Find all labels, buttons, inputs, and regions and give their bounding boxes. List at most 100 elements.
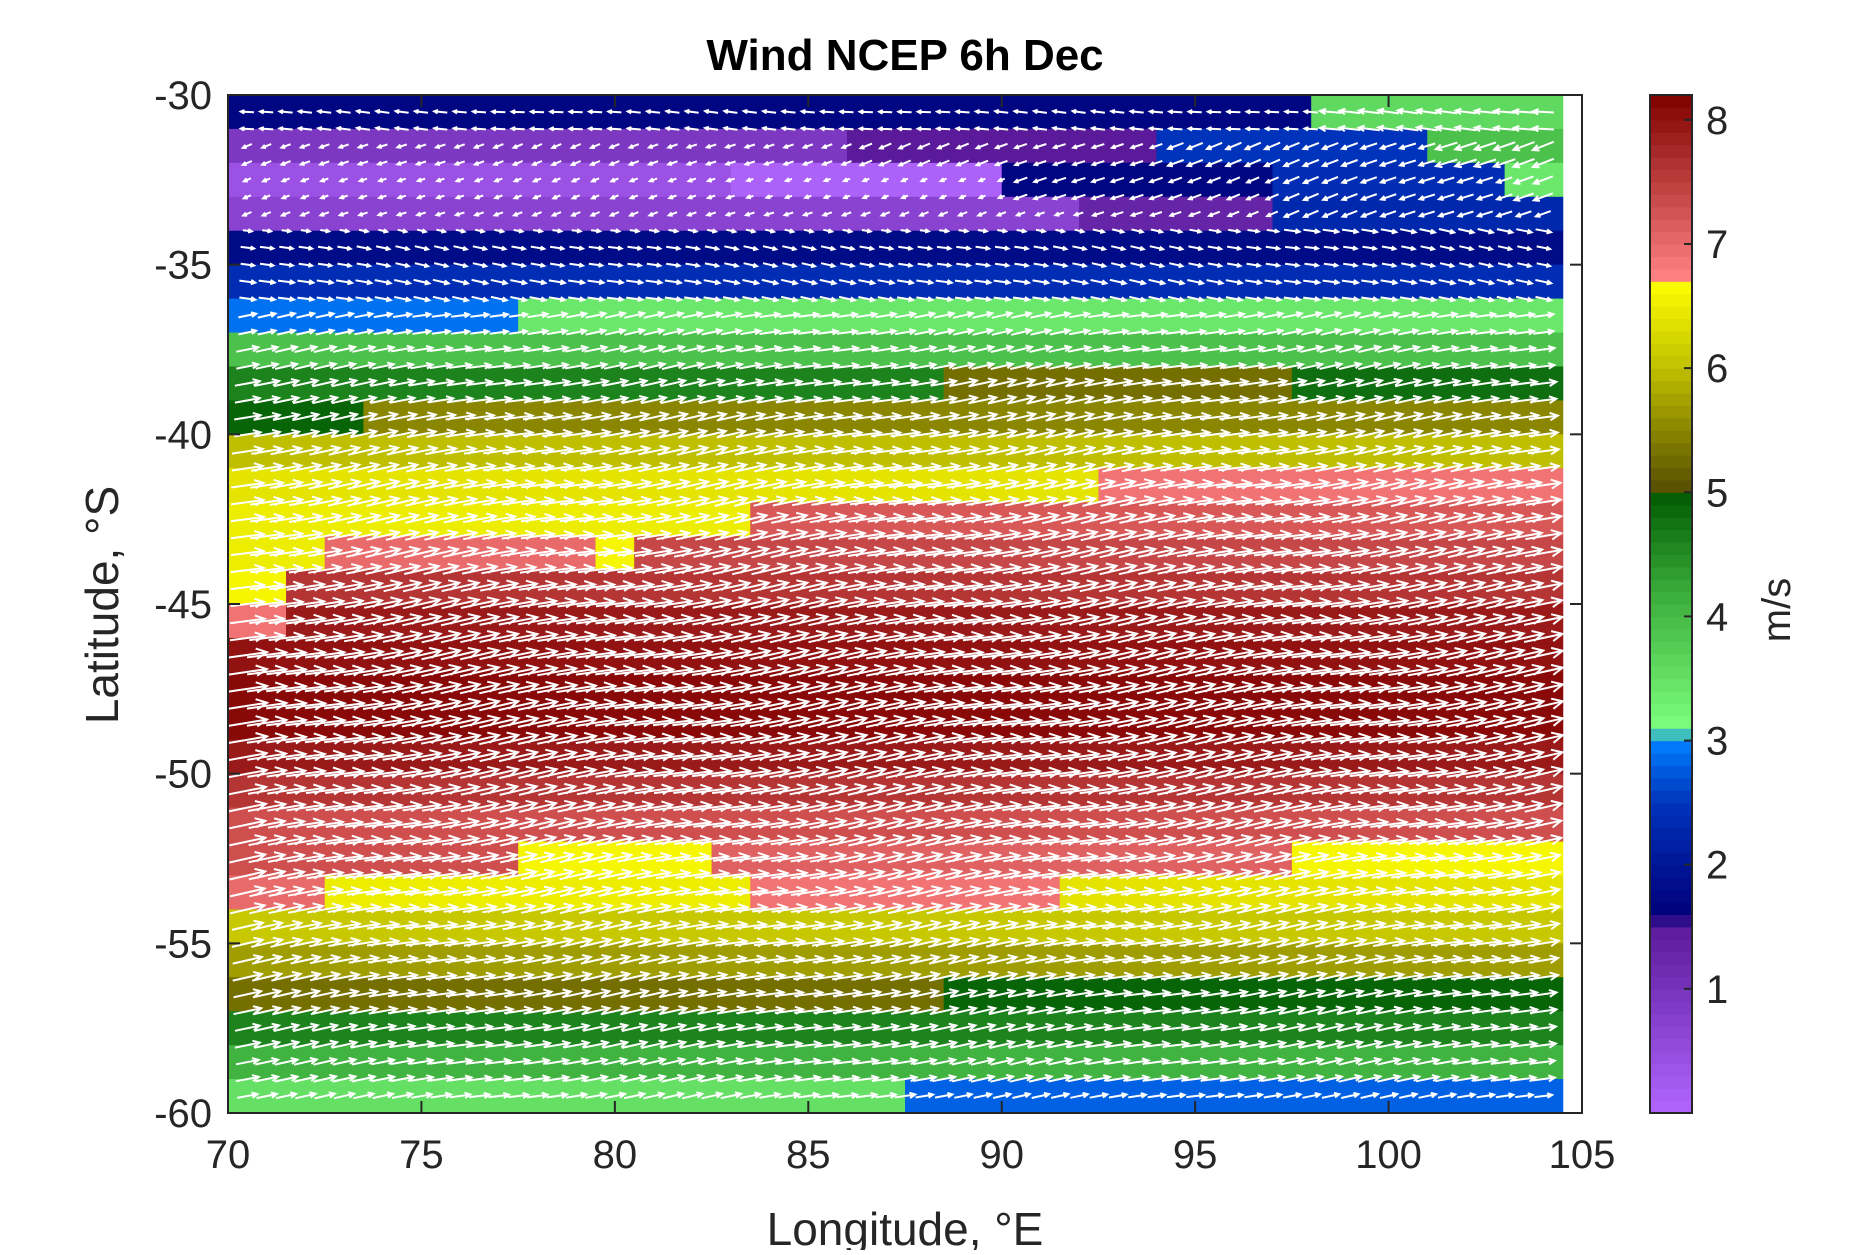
wind-vector-arrow: [473, 177, 484, 183]
wind-vector-arrow: [1165, 328, 1189, 336]
wind-vector-arrow: [370, 378, 398, 387]
colorbar-segment: [1650, 144, 1692, 158]
wind-vector-arrow: [697, 411, 729, 422]
wind-vector-arrow: [626, 279, 645, 286]
wind-vector-arrow: [1051, 296, 1070, 303]
wind-vector-arrow: [448, 344, 474, 353]
wind-vector-arrow: [584, 361, 609, 370]
colorbar-segment: [1650, 293, 1692, 307]
wind-vector-arrow: [356, 143, 369, 149]
wind-vector-arrow: [686, 177, 697, 183]
wind-vector-arrow: [1361, 296, 1380, 303]
wind-vector-arrow: [614, 630, 656, 643]
wind-vector-arrow: [297, 296, 316, 303]
wind-vector-arrow: [1280, 361, 1306, 370]
wind-vector-arrow: [1523, 663, 1565, 678]
wind-vector-arrow: [1419, 296, 1438, 303]
wind-vector-arrow: [389, 378, 417, 387]
wind-vector-arrow: [255, 344, 280, 353]
wind-vector-arrow: [396, 177, 407, 183]
wind-vector-arrow: [529, 279, 548, 286]
wind-vector-arrow: [1453, 107, 1477, 115]
wind-vector-arrow: [679, 394, 707, 405]
wind-vector-arrow: [1301, 192, 1319, 202]
wind-vector-arrow: [355, 296, 374, 303]
wind-vector-arrow: [987, 394, 1018, 405]
wind-vector-arrow: [934, 126, 951, 132]
wind-vector-arrow: [1532, 361, 1557, 370]
colorbar-segment: [1650, 728, 1692, 742]
wind-vector-arrow: [1456, 210, 1474, 218]
wind-vector-arrow: [254, 378, 282, 387]
wind-vector-arrow: [571, 228, 583, 234]
wind-vector-arrow: [1433, 378, 1462, 387]
wind-vector-arrow: [719, 344, 745, 353]
wind-vector-arrow: [300, 228, 313, 234]
wind-vector-arrow: [667, 177, 677, 183]
wind-vector-arrow: [1396, 361, 1422, 370]
wind-vector-arrow: [627, 143, 640, 149]
wind-vector-arrow: [1131, 228, 1145, 234]
wind-vector-arrow: [279, 262, 296, 268]
wind-vector-arrow: [511, 245, 528, 251]
wind-vector-arrow: [436, 228, 448, 234]
wind-vector-arrow: [1339, 310, 1363, 319]
wind-vector-arrow: [1072, 211, 1084, 217]
wind-vector-arrow: [675, 512, 711, 524]
wind-vector-arrow: [782, 262, 798, 269]
wind-vector-arrow: [954, 296, 974, 303]
wind-vector-arrow: [1128, 125, 1144, 132]
wind-vector-arrow: [1041, 528, 1080, 541]
wind-vector-arrow: [414, 160, 427, 166]
wind-vector-arrow: [646, 245, 663, 251]
wind-vector-arrow: [1204, 141, 1223, 151]
wind-vector-arrow: [468, 361, 493, 370]
wind-vector-arrow: [1398, 193, 1416, 201]
wind-vector-arrow: [395, 245, 411, 252]
wind-vector-arrow: [861, 194, 870, 200]
wind-vector-arrow: [1261, 344, 1286, 353]
colorbar-segment: [1650, 206, 1692, 220]
wind-vector-arrow: [1378, 176, 1397, 184]
wind-vector-arrow: [1429, 495, 1466, 508]
wind-vector-arrow: [1436, 210, 1455, 218]
wind-vector-arrow: [549, 262, 566, 268]
wind-vector-arrow: [1070, 108, 1086, 115]
wind-vector-arrow: [1433, 107, 1458, 115]
wind-vector-arrow: [956, 245, 973, 251]
wind-vector-arrow: [1090, 211, 1105, 218]
wind-vector-arrow: [818, 109, 835, 115]
wind-vector-arrow: [1186, 126, 1202, 132]
wind-vector-arrow: [551, 194, 561, 200]
wind-vector-arrow: [1512, 361, 1538, 370]
x-tick-label: 100: [1355, 1133, 1422, 1177]
wind-vector-arrow: [625, 126, 641, 132]
wind-vector-arrow: [797, 361, 822, 370]
wind-vector-arrow: [1535, 228, 1554, 235]
wind-vector-arrow: [1317, 107, 1342, 116]
wind-vector-arrow: [545, 361, 571, 370]
wind-vector-arrow: [666, 245, 682, 251]
wind-vector-arrow: [682, 328, 705, 336]
wind-vector-arrow: [820, 262, 837, 269]
wind-vector-arrow: [1264, 176, 1279, 184]
wind-vector-arrow: [799, 109, 815, 115]
wind-vector-arrow: [712, 545, 752, 559]
colorbar-segment: [1650, 678, 1692, 692]
wind-vector-arrow: [1110, 245, 1127, 252]
wind-vector-arrow: [685, 245, 702, 251]
wind-vector-arrow: [1358, 361, 1383, 370]
wind-vector-arrow: [764, 228, 777, 234]
wind-vector-arrow: [801, 245, 818, 252]
wind-vector-arrow: [1456, 193, 1474, 201]
wind-vector-arrow: [987, 411, 1019, 422]
wind-vector-arrow: [1431, 444, 1465, 456]
wind-vector-arrow: [315, 108, 332, 115]
colorbar-segment: [1650, 628, 1692, 642]
wind-vector-arrow: [1024, 444, 1058, 456]
wind-vector-arrow: [731, 579, 772, 593]
wind-vector-arrow: [405, 495, 440, 507]
wind-vector-arrow: [395, 262, 411, 269]
wind-vector-arrow: [338, 194, 349, 200]
wind-vector-arrow: [733, 529, 769, 541]
